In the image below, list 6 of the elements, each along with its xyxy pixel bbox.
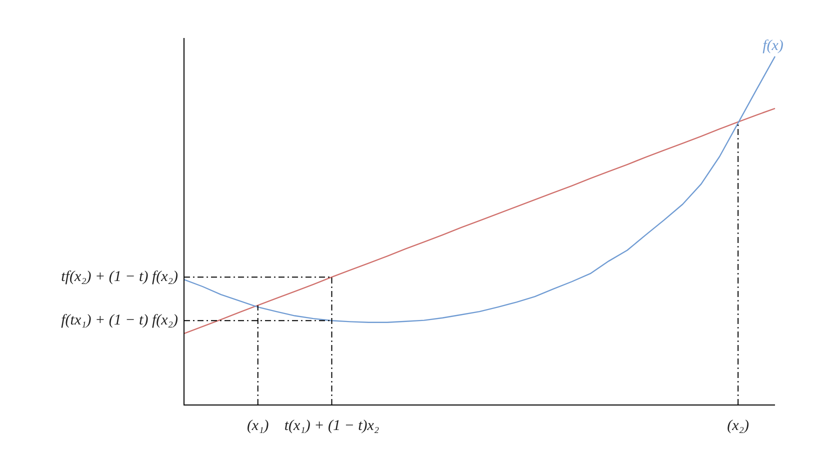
x-tick-label: t(x₁) + (1 − t)x₂ (284, 418, 380, 434)
ref-line-label: f(tx₁) + (1 − t) f(x₂) (61, 312, 178, 329)
x-tick-label: (x₂) (727, 418, 749, 434)
x-tick-label: (x₁) (246, 418, 269, 434)
series-label: f(x) (762, 38, 784, 54)
ref-line-label: tf(x₂) + (1 − t) f(x₂) (61, 269, 178, 286)
